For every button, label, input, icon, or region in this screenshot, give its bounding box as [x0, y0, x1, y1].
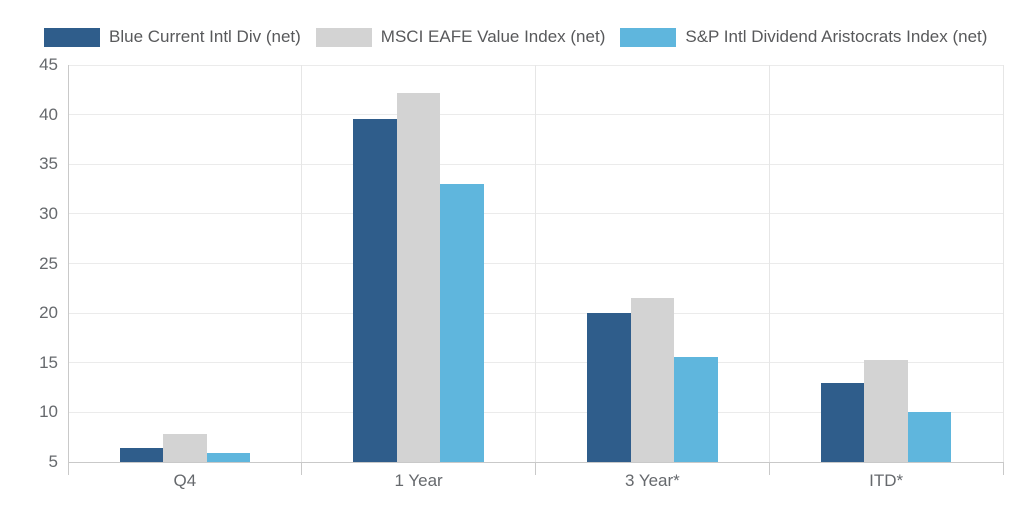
axis-tick [1002, 462, 1004, 475]
axis-tick [301, 462, 303, 475]
y-axis-tick-label: 10 [39, 402, 58, 422]
x-axis-category-label: 3 Year* [624, 471, 680, 490]
bar [907, 412, 952, 462]
x-axis-category-label: 1 Year [394, 471, 443, 490]
y-axis-tick-label: 5 [48, 452, 58, 471]
x-axis-line [68, 461, 1003, 463]
y-axis-tick-label: 25 [39, 253, 58, 273]
bar [353, 118, 397, 462]
bar [674, 356, 718, 462]
legend-swatch-icon [44, 27, 100, 47]
legend-item[interactable]: MSCI EAFE Value Index (net) [315, 27, 606, 47]
y-axis-tick-label: 40 [39, 104, 58, 124]
bar [820, 382, 865, 462]
bar [864, 359, 908, 462]
y-axis-tick-label: 15 [39, 352, 58, 372]
legend-label: MSCI EAFE Value Index (net) [380, 27, 606, 46]
legend-item[interactable]: Blue Current Intl Div (net) [44, 27, 301, 47]
legend-label: S&P Intl Dividend Aristocrats Index (net… [685, 27, 988, 46]
legend-swatch-icon [620, 27, 677, 47]
axis-tick [768, 462, 770, 475]
bar [119, 448, 164, 462]
category-separator [1002, 65, 1004, 462]
bar [163, 434, 207, 462]
bar [396, 92, 441, 462]
x-axis-category-label: ITD* [869, 471, 904, 490]
legend-item[interactable]: S&P Intl Dividend Aristocrats Index (net… [620, 27, 987, 47]
x-axis-category-label: Q4 [173, 471, 197, 490]
y-axis-line [67, 65, 69, 462]
bar [630, 298, 675, 462]
y-axis-tick-label: 20 [39, 303, 58, 323]
y-axis-tick-label: 45 [39, 55, 58, 74]
category-separator [535, 65, 536, 462]
chart-legend: Blue Current Intl Div (net) MSCI EAFE Val… [44, 27, 987, 47]
category-separator [768, 65, 770, 462]
legend-swatch-icon [315, 27, 372, 47]
axis-tick [67, 462, 69, 475]
bar [206, 453, 251, 462]
axis-tick [535, 462, 536, 475]
bar [587, 313, 631, 462]
legend-label: Blue Current Intl Div (net) [109, 27, 301, 46]
bar [440, 184, 484, 462]
y-axis-tick-label: 30 [39, 203, 58, 223]
y-axis-tick-label: 35 [39, 154, 58, 174]
category-separator [301, 65, 303, 462]
